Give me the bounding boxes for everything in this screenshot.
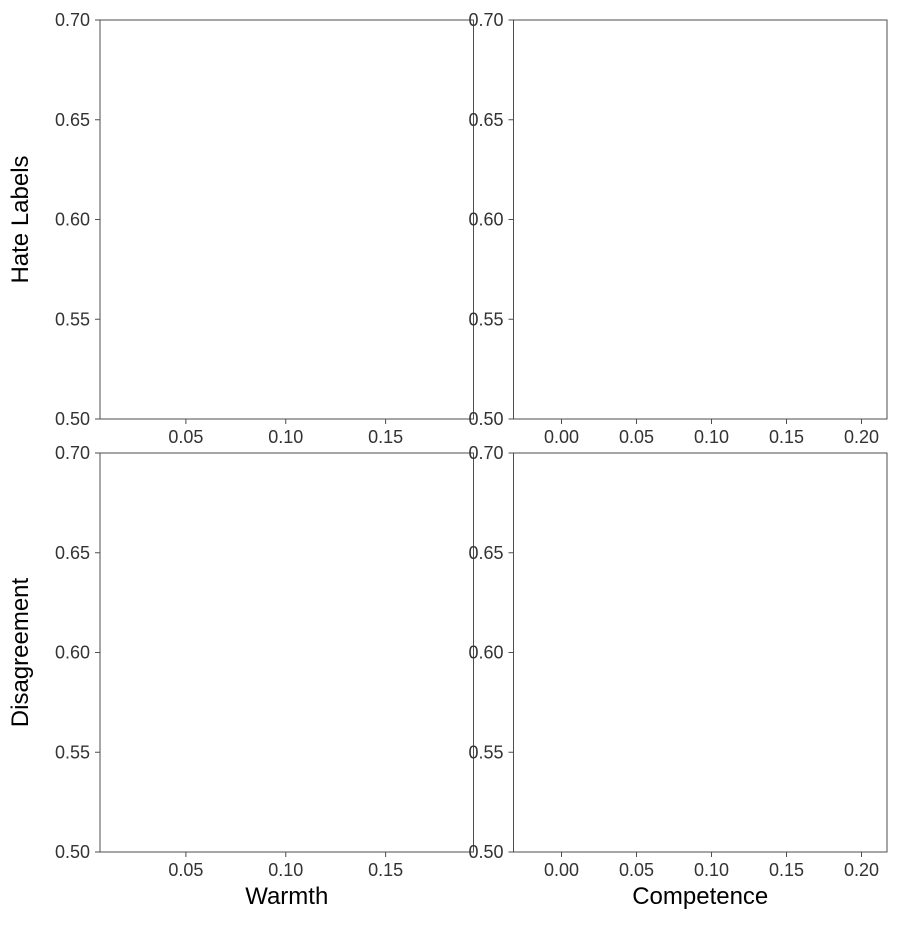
y-tick-label: 0.70	[468, 10, 503, 30]
y-tick-label: 0.50	[468, 842, 503, 862]
y-tick-label: 0.65	[468, 110, 503, 130]
y-tick-label: 0.55	[55, 309, 90, 329]
y-tick-label: 0.60	[55, 210, 90, 230]
x-axis-title: Warmth	[245, 883, 328, 910]
x-tick-label: 0.05	[619, 860, 654, 880]
y-tick-label: 0.70	[468, 443, 503, 463]
facet-grid-chart: 0.05 0.10 0.15 0.50 0.55 0.60 0.65 0.70 Warmth Ha…	[0, 0, 901, 930]
y-tick-label: 0.60	[468, 210, 503, 230]
x-tick-label: 0.15	[769, 427, 804, 447]
y-axis-title: Disagreement	[7, 577, 34, 727]
panel: 0.00 0.05 0.10 0.15 0.20 0.50 0.55 0.60 0.65 0.70…	[468, 10, 887, 477]
y-tick-label: 0.55	[55, 742, 90, 762]
y-tick-label: 0.55	[468, 742, 503, 762]
y-tick-label: 0.50	[468, 409, 503, 429]
x-tick-label: 0.20	[844, 427, 879, 447]
y-tick-label: 0.65	[55, 543, 90, 563]
x-tick-label: 0.15	[368, 860, 403, 880]
x-tick-label: 0.05	[168, 860, 203, 880]
x-tick-label: 0.00	[544, 427, 579, 447]
y-axis-title: Hate Labels	[7, 155, 34, 283]
y-tick-label: 0.55	[468, 309, 503, 329]
x-tick-label: 0.15	[368, 427, 403, 447]
x-tick-label: 0.10	[268, 427, 303, 447]
x-tick-label: 0.10	[268, 860, 303, 880]
x-axis-title: Competence	[632, 883, 768, 910]
y-tick-label: 0.65	[468, 543, 503, 563]
x-tick-label: 0.20	[844, 860, 879, 880]
x-tick-label: 0.05	[619, 427, 654, 447]
x-tick-label: 0.10	[694, 860, 729, 880]
y-tick-label: 0.60	[468, 643, 503, 663]
y-tick-label: 0.50	[55, 409, 90, 429]
x-tick-label: 0.15	[769, 860, 804, 880]
y-tick-label: 0.50	[55, 842, 90, 862]
y-tick-label: 0.65	[55, 110, 90, 130]
y-tick-label: 0.60	[55, 643, 90, 663]
x-tick-label: 0.00	[544, 860, 579, 880]
panel: 0.00 0.05 0.10 0.15 0.20 0.50 0.55 0.60 0.65 0.70…	[468, 443, 887, 910]
y-tick-label: 0.70	[55, 443, 90, 463]
x-tick-label: 0.05	[168, 427, 203, 447]
y-tick-label: 0.70	[55, 10, 90, 30]
x-tick-label: 0.10	[694, 427, 729, 447]
